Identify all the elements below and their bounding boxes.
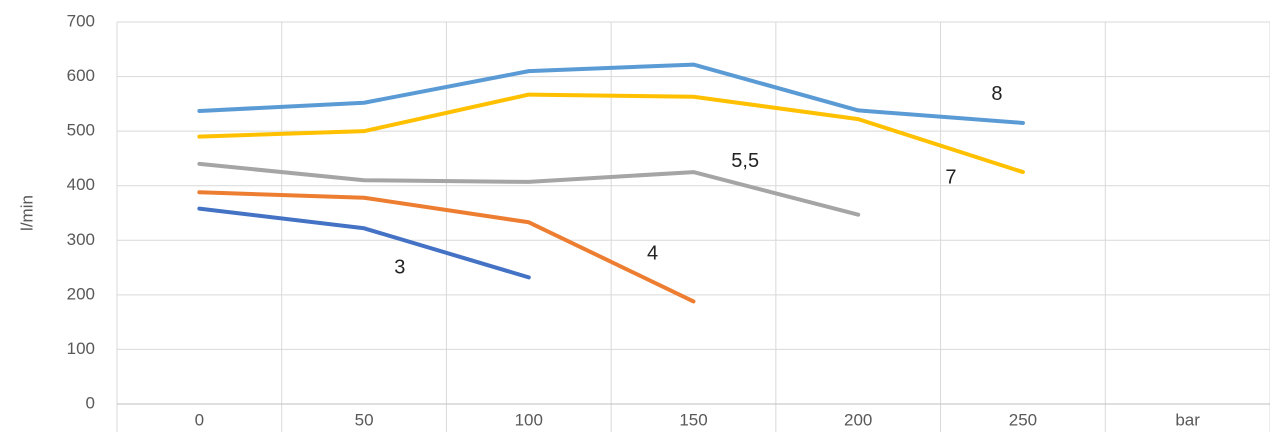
y-tick-label: 500 [67,121,95,140]
series-line [197,161,861,217]
x-tick-label: 50 [355,410,374,429]
series-label: 3 [394,257,405,279]
x-tick-label: 150 [679,410,707,429]
x-tick-label: 100 [515,410,543,429]
series-label: 8 [991,83,1002,105]
y-tick-label: 600 [67,66,95,85]
series-label: 7 [945,166,956,188]
y-axis-title: l/min [17,195,36,231]
x-tick-label: bar [1175,410,1200,429]
series-line [197,62,1025,125]
y-tick-label: 300 [67,230,95,249]
x-tick-label: 0 [195,410,204,429]
y-tick-label: 400 [67,175,95,194]
y-tick-label: 100 [67,339,95,358]
x-tick-label: 250 [1009,410,1037,429]
y-tick-label: 0 [86,393,95,412]
series-line [197,206,531,280]
series-label: 5,5 [731,150,759,172]
y-tick-label: 700 [67,11,95,30]
x-tick-label: 200 [844,410,872,429]
y-tick-label: 200 [67,284,95,303]
series-line [197,190,696,304]
series-line [197,92,1025,175]
series-label: 4 [647,243,658,265]
